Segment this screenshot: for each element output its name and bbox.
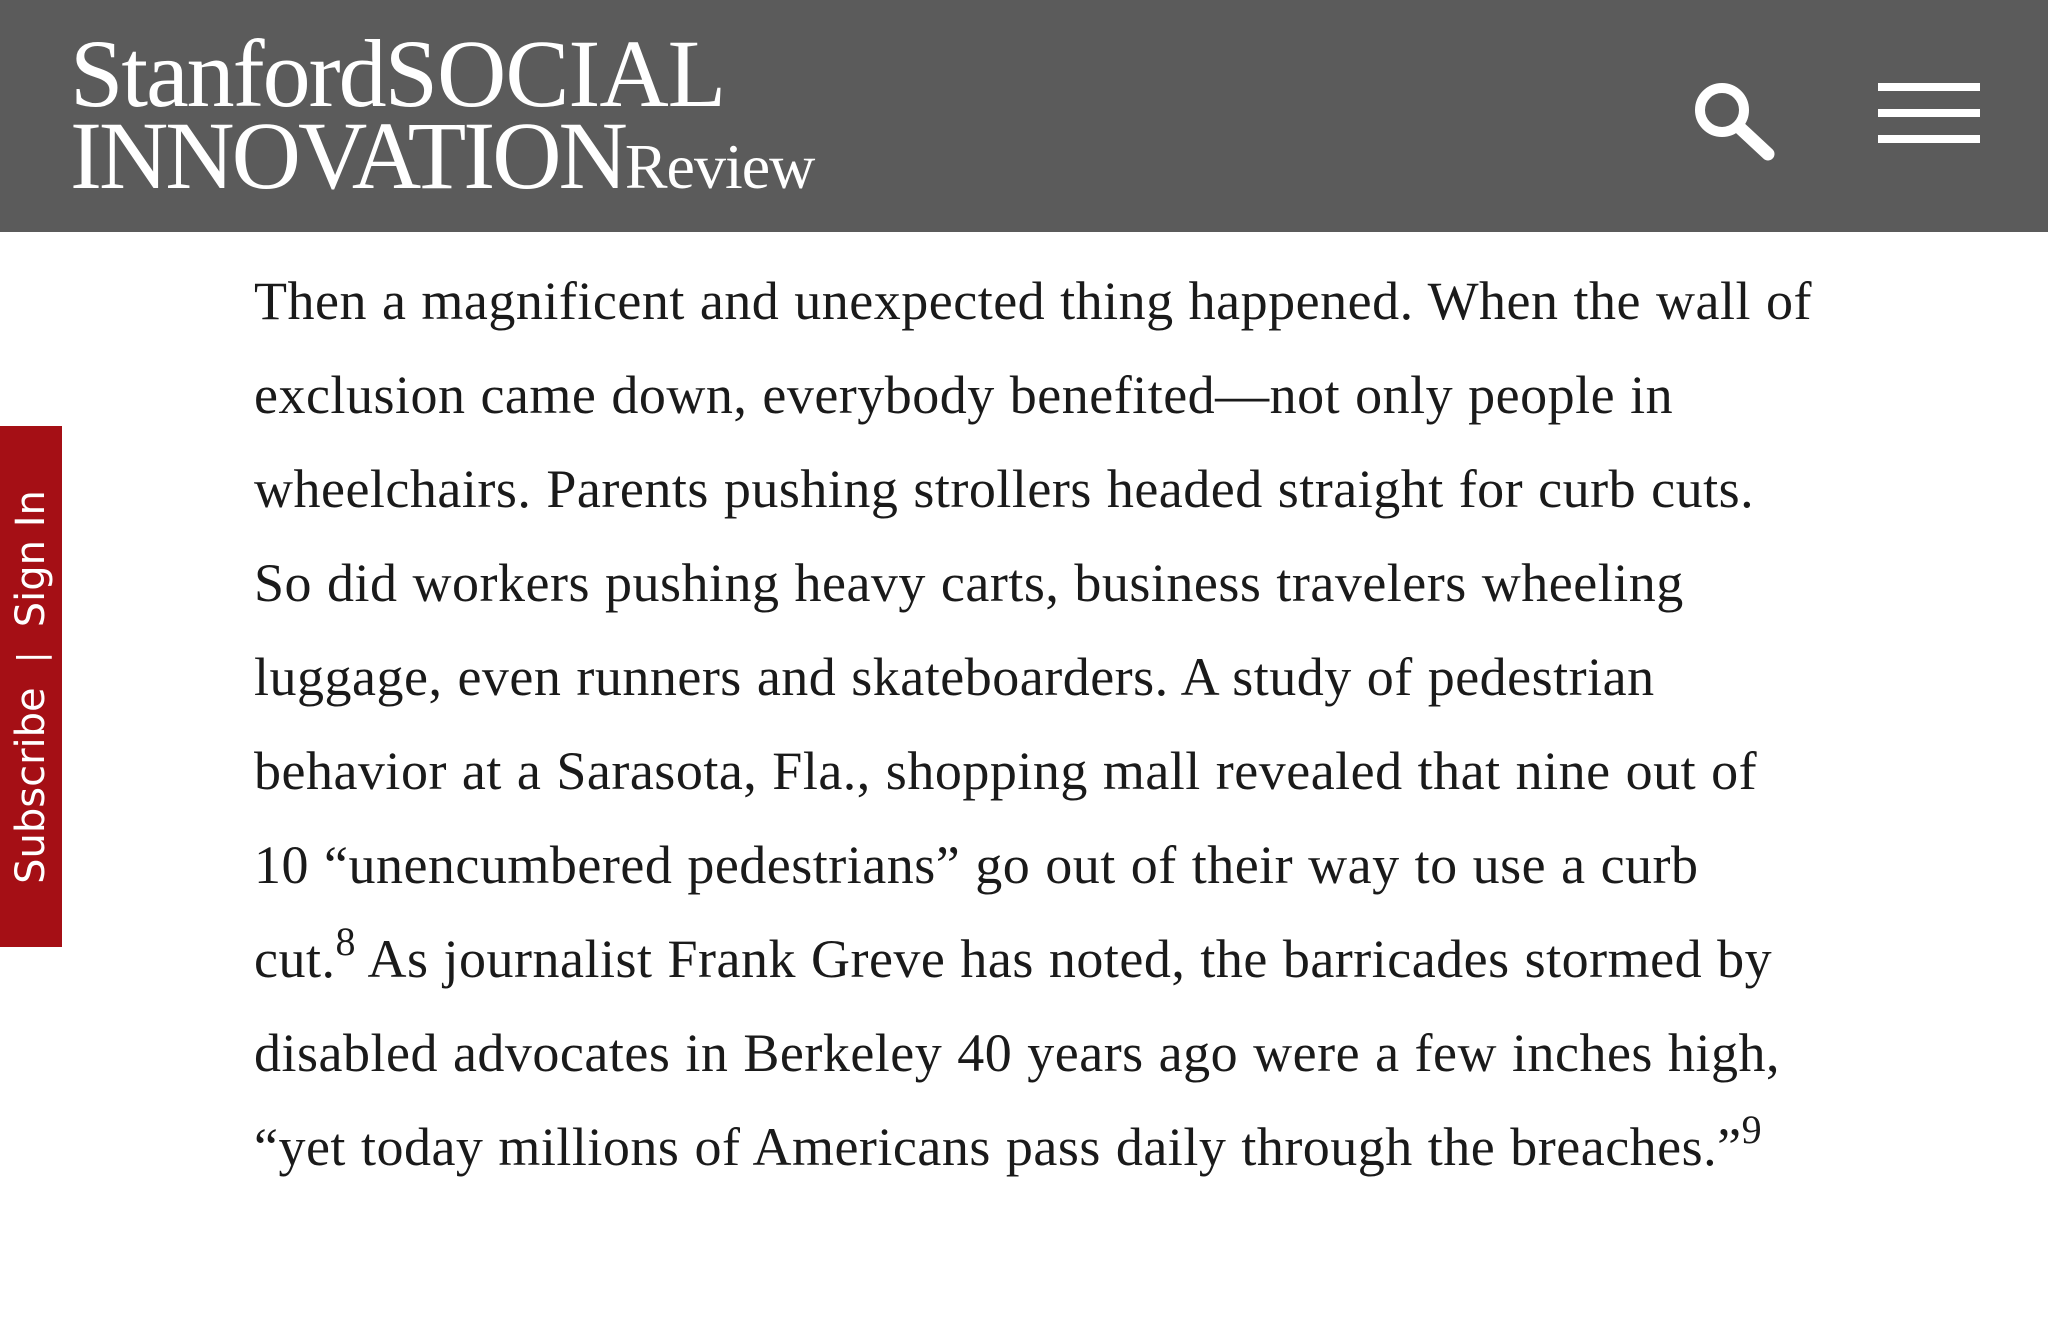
menu-bar-top <box>1878 83 1980 91</box>
footnote-8-link[interactable]: 8 <box>335 919 356 964</box>
logo-review: Review <box>624 131 815 202</box>
site-header: StanfordSOCIAL INNOVATIONReview <box>0 0 2048 232</box>
search-button[interactable] <box>1688 76 1778 166</box>
paragraph-text-part-2: As journalist Frank Greve has noted, the… <box>254 929 1780 1177</box>
logo-social: SOCIAL <box>384 20 727 127</box>
side-tab-content: Subscribe | Sign In <box>0 426 62 947</box>
side-tab-separator: | <box>10 650 52 663</box>
sign-in-link[interactable]: Sign In <box>8 489 54 627</box>
article-paragraph: Then a magnificent and unexpected thing … <box>254 254 1814 1194</box>
paragraph-text-part-1: Then a magnificent and unexpected thing … <box>254 271 1812 989</box>
menu-bar-bottom <box>1878 135 1980 143</box>
logo-line-2: INNOVATIONReview <box>70 108 815 204</box>
footnote-9-link[interactable]: 9 <box>1741 1107 1762 1152</box>
menu-bar-middle <box>1878 109 1980 117</box>
menu-button[interactable] <box>1878 80 1980 148</box>
subscribe-signin-tab: Subscribe | Sign In <box>0 426 62 947</box>
subscribe-link[interactable]: Subscribe <box>8 686 54 884</box>
logo-innovation: INNOVATION <box>70 102 628 209</box>
search-icon <box>1695 83 1775 161</box>
logo-line-1: StanfordSOCIAL <box>70 26 726 122</box>
logo-stanford: Stanford <box>70 20 387 127</box>
